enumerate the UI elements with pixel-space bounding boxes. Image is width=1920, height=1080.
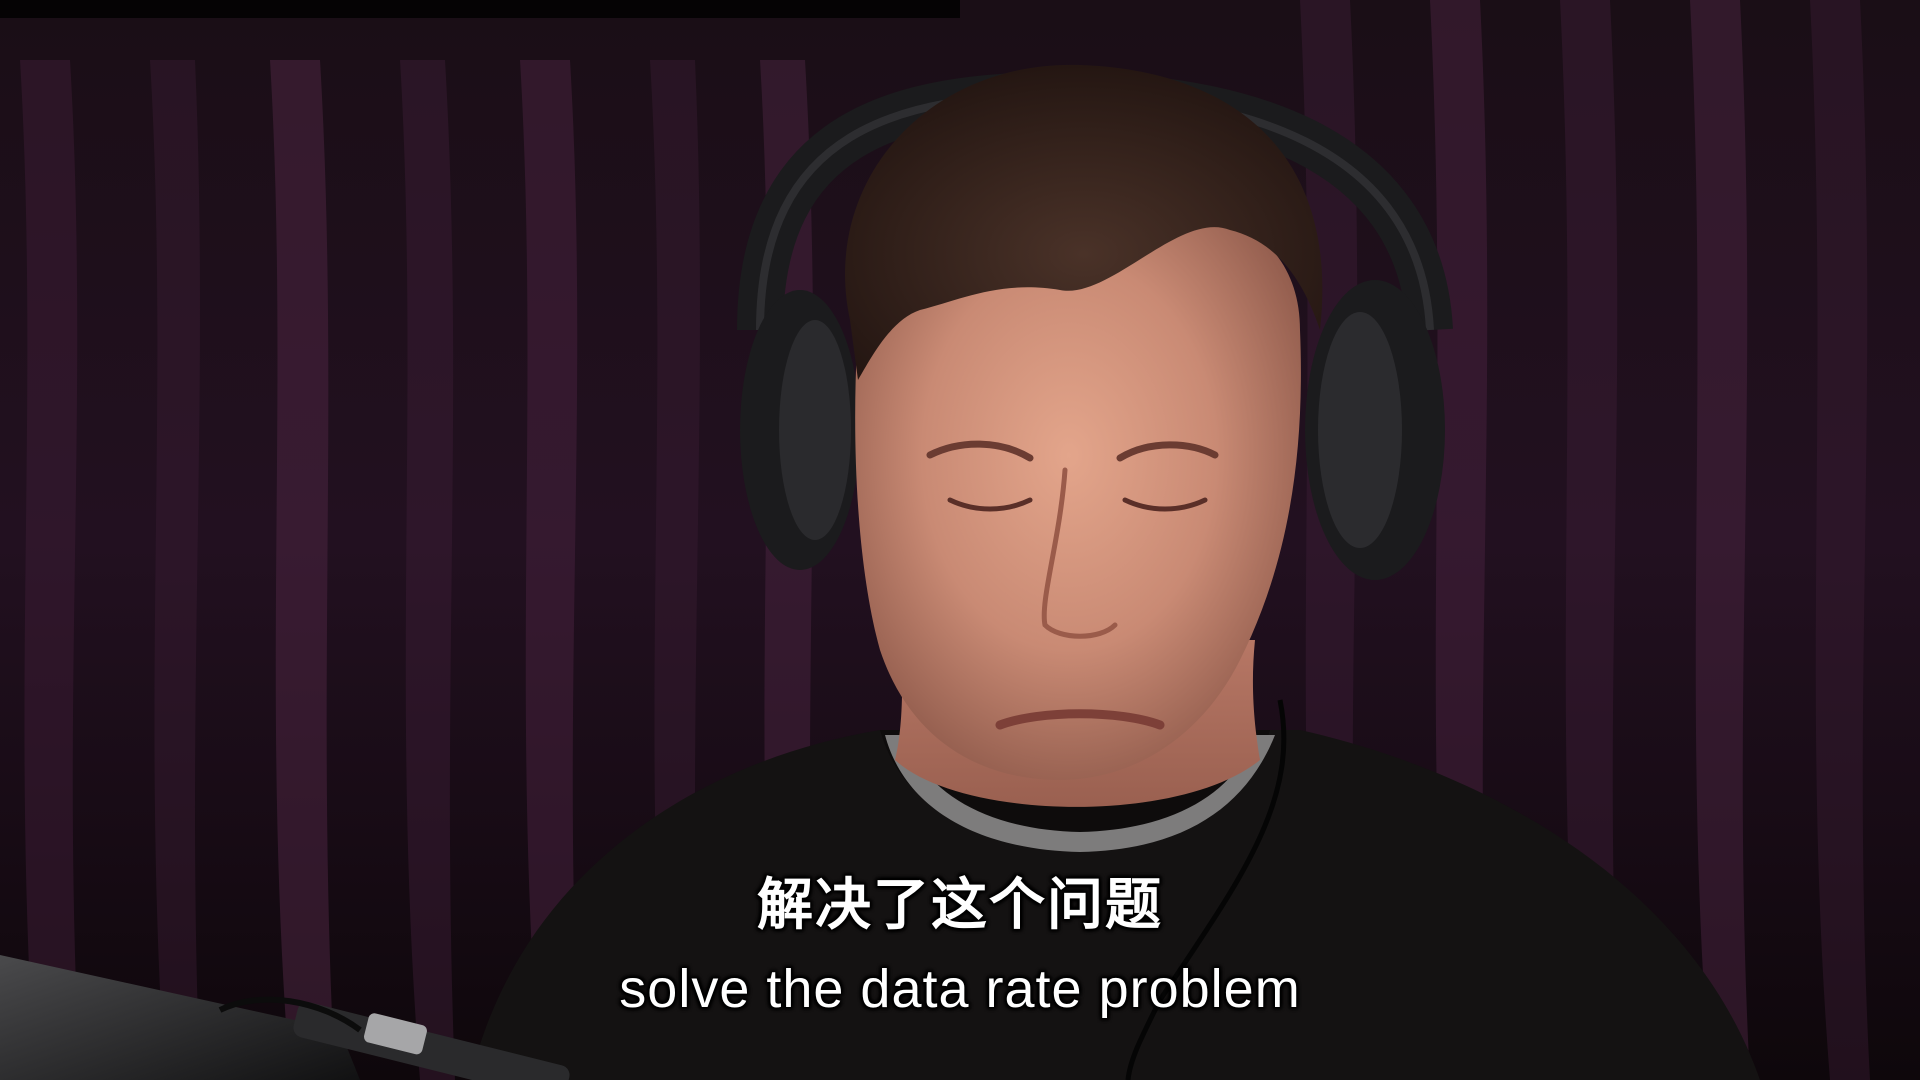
- person-face: [855, 190, 1301, 780]
- person-hair: [845, 64, 1323, 380]
- headphones-icon: [737, 71, 1453, 580]
- person-features: [926, 440, 1219, 730]
- microphone-icon: [0, 955, 570, 1080]
